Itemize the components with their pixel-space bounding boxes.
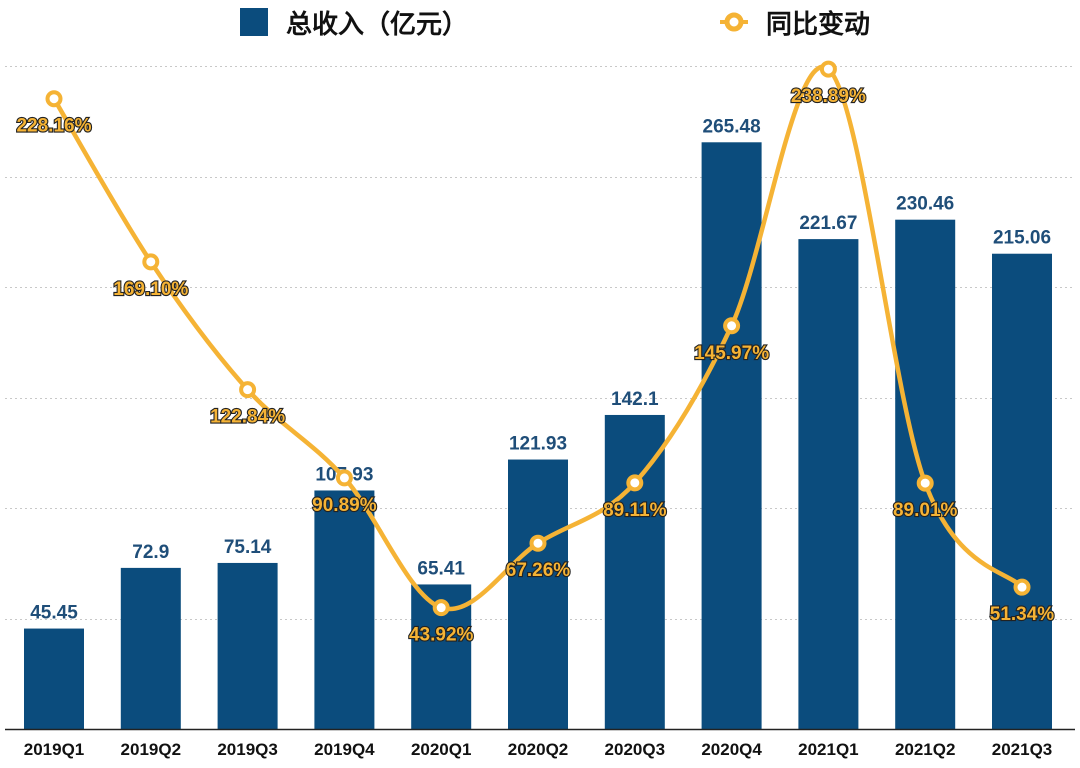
yoy-label: 238.89% xyxy=(791,86,866,107)
bar-label: 72.9 xyxy=(132,542,169,563)
legend-bar-label: 总收入（亿元） xyxy=(286,10,468,40)
yoy-label: 43.92% xyxy=(409,625,474,646)
yoy-label: 89.11% xyxy=(603,500,666,521)
bar xyxy=(120,567,181,729)
x-tick-label: 2021Q3 xyxy=(992,740,1053,759)
x-tick-label: 2021Q1 xyxy=(798,740,859,759)
yoy-point xyxy=(819,60,837,78)
bar xyxy=(217,562,278,729)
bar-label: 75.14 xyxy=(224,537,272,558)
x-tick-label: 2020Q2 xyxy=(508,740,569,759)
yoy-point xyxy=(1013,578,1031,596)
x-tick-label: 2020Q1 xyxy=(411,740,472,759)
x-tick-label: 2019Q4 xyxy=(314,740,375,759)
bars xyxy=(24,142,1052,730)
legend-line-marker-icon xyxy=(724,12,744,32)
bar xyxy=(314,490,375,729)
x-tick-label: 2019Q1 xyxy=(24,740,85,759)
yoy-point xyxy=(723,317,741,335)
legend-bar-swatch xyxy=(240,8,268,36)
yoy-point xyxy=(916,474,934,492)
yoy-label: 67.26% xyxy=(506,560,571,581)
bar-label: 265.48 xyxy=(703,116,761,137)
yoy-line xyxy=(45,60,1031,617)
bar-label: 142.1 xyxy=(611,389,659,410)
bar xyxy=(895,219,956,729)
bar xyxy=(701,142,762,730)
bar-label: 45.45 xyxy=(30,603,78,624)
bar-labels: 45.4572.975.14107.9365.41121.93142.1265.… xyxy=(30,116,1051,623)
yoy-label: 169.10% xyxy=(113,279,188,300)
x-tick-label: 2020Q4 xyxy=(701,740,762,759)
yoy-point xyxy=(529,534,547,552)
legend-line-label: 同比变动 xyxy=(766,9,870,40)
bar-label: 65.41 xyxy=(417,558,465,579)
bar-label: 215.06 xyxy=(993,228,1051,249)
bar xyxy=(24,628,84,729)
yoy-label: 122.84% xyxy=(210,407,285,428)
yoy-line-path xyxy=(52,64,1024,612)
yoy-point xyxy=(626,474,644,492)
x-tick-label: 2020Q3 xyxy=(605,740,666,759)
yoy-point xyxy=(335,469,353,487)
yoy-point xyxy=(45,90,63,108)
x-tick-labels: 2019Q1 2019Q2 2019Q3 2019Q4 2020Q1 2020Q2 2020… xyxy=(24,740,1053,759)
x-tick-label: 2019Q2 xyxy=(121,740,182,759)
bar-label: 221.67 xyxy=(799,213,857,234)
yoy-label: 90.89% xyxy=(312,495,377,516)
x-tick-label: 2019Q3 xyxy=(217,740,278,759)
line-labels: 228.16% 169.10% 122.84% 90.89% 43.92% 67.26% 8… xyxy=(15,85,1055,647)
bar-label: 121.93 xyxy=(509,434,567,455)
x-tick-label: 2021Q2 xyxy=(895,740,956,759)
bar xyxy=(992,253,1052,729)
yoy-label: 228.16% xyxy=(16,116,91,137)
yoy-label: 51.34% xyxy=(990,604,1055,625)
legend: 总收入（亿元） 同比变动 xyxy=(240,8,870,40)
yoy-label: 89.01% xyxy=(893,500,958,521)
yoy-point xyxy=(239,381,257,399)
bar xyxy=(604,414,665,729)
bar xyxy=(798,239,859,729)
yoy-point xyxy=(432,599,450,617)
bar xyxy=(508,459,568,729)
bar-label: 230.46 xyxy=(896,194,954,215)
yoy-label: 145.97% xyxy=(694,343,769,364)
yoy-point xyxy=(142,253,160,271)
